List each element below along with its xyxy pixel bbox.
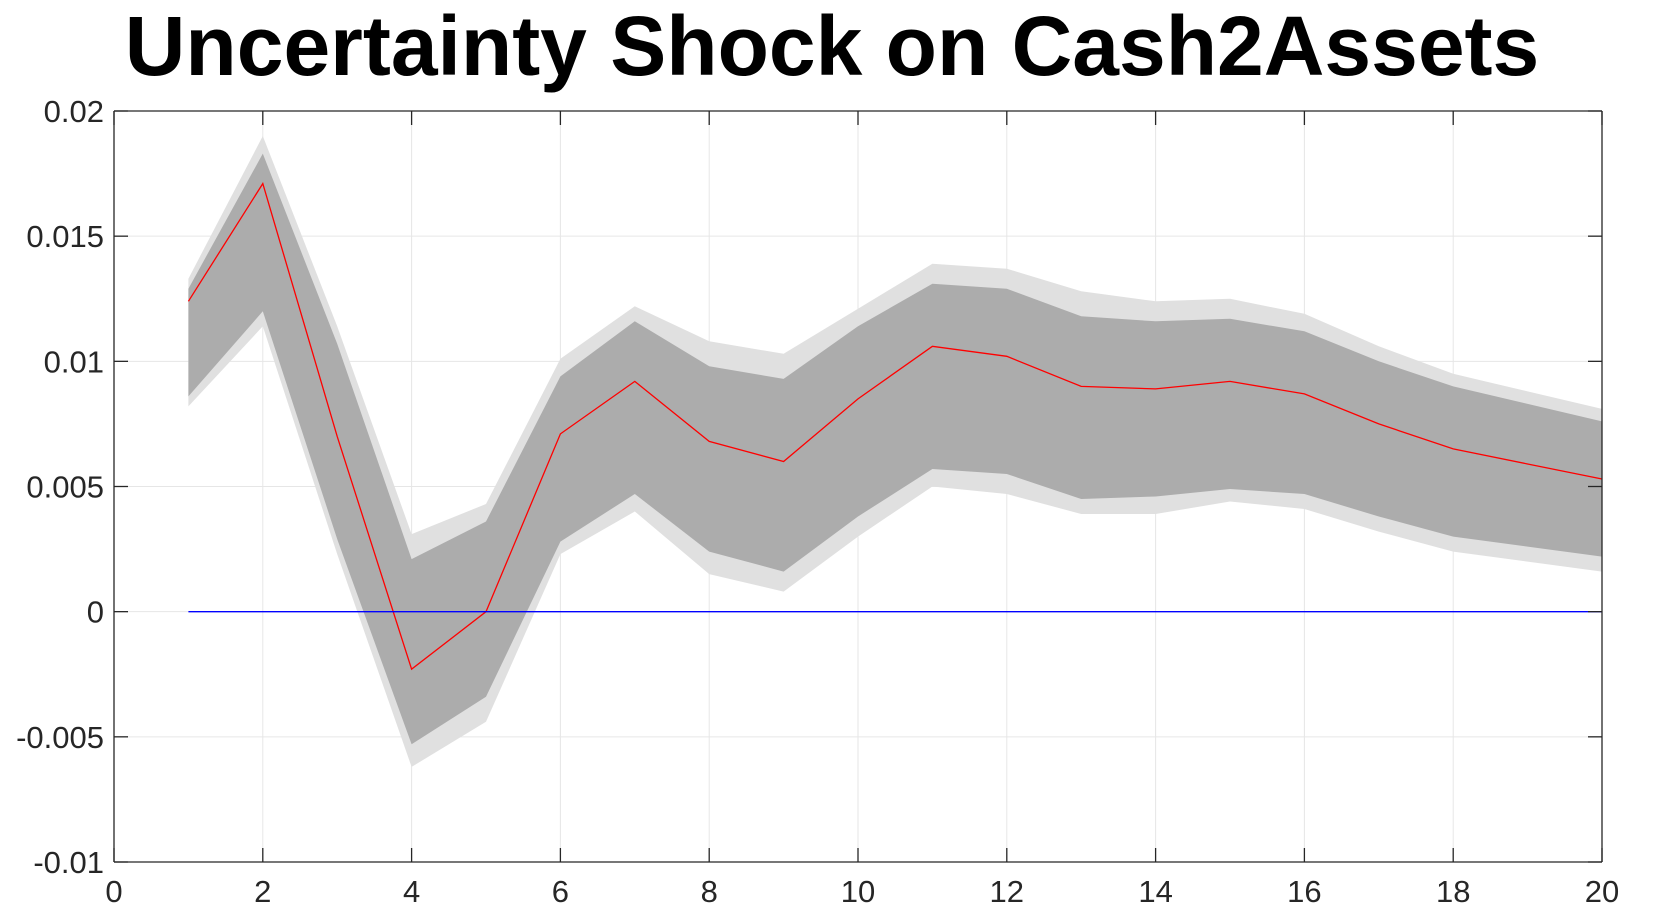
x-tick-label: 6	[552, 874, 569, 909]
y-tick-label: -0.005	[16, 720, 104, 755]
x-tick-label: 14	[1138, 874, 1172, 909]
line-layer	[187, 182, 1603, 671]
y-tick-label: 0.01	[44, 344, 104, 379]
inner-confidence-band	[188, 153, 1602, 745]
y-tick-label: -0.01	[33, 845, 104, 880]
x-tick-label: 10	[841, 874, 875, 909]
x-tick-label: 16	[1287, 874, 1321, 909]
chart-title: Uncertainty Shock on Cash2Assets	[124, 0, 1540, 93]
axis-layer	[113, 110, 1603, 863]
band-layer	[188, 136, 1602, 767]
x-tick-label: 0	[105, 874, 122, 909]
y-tick-label: 0.02	[44, 94, 104, 129]
y-tick-label: 0	[87, 595, 104, 630]
x-tick-label: 8	[701, 874, 718, 909]
tick-label-layer: 0 2 4 6 8 10 12 14 16 18 20 -0.01 -0.005 0 0.005 0.01 0.…	[16, 94, 1619, 909]
x-tick-label: 12	[990, 874, 1024, 909]
x-tick-label: 18	[1436, 874, 1470, 909]
x-tick-label: 20	[1585, 874, 1619, 909]
x-tick-label: 4	[403, 874, 420, 909]
x-tick-label: 2	[254, 874, 271, 909]
y-tick-label: 0.015	[26, 219, 104, 254]
response-line	[187, 182, 1603, 671]
y-tick-label: 0.005	[26, 470, 104, 505]
